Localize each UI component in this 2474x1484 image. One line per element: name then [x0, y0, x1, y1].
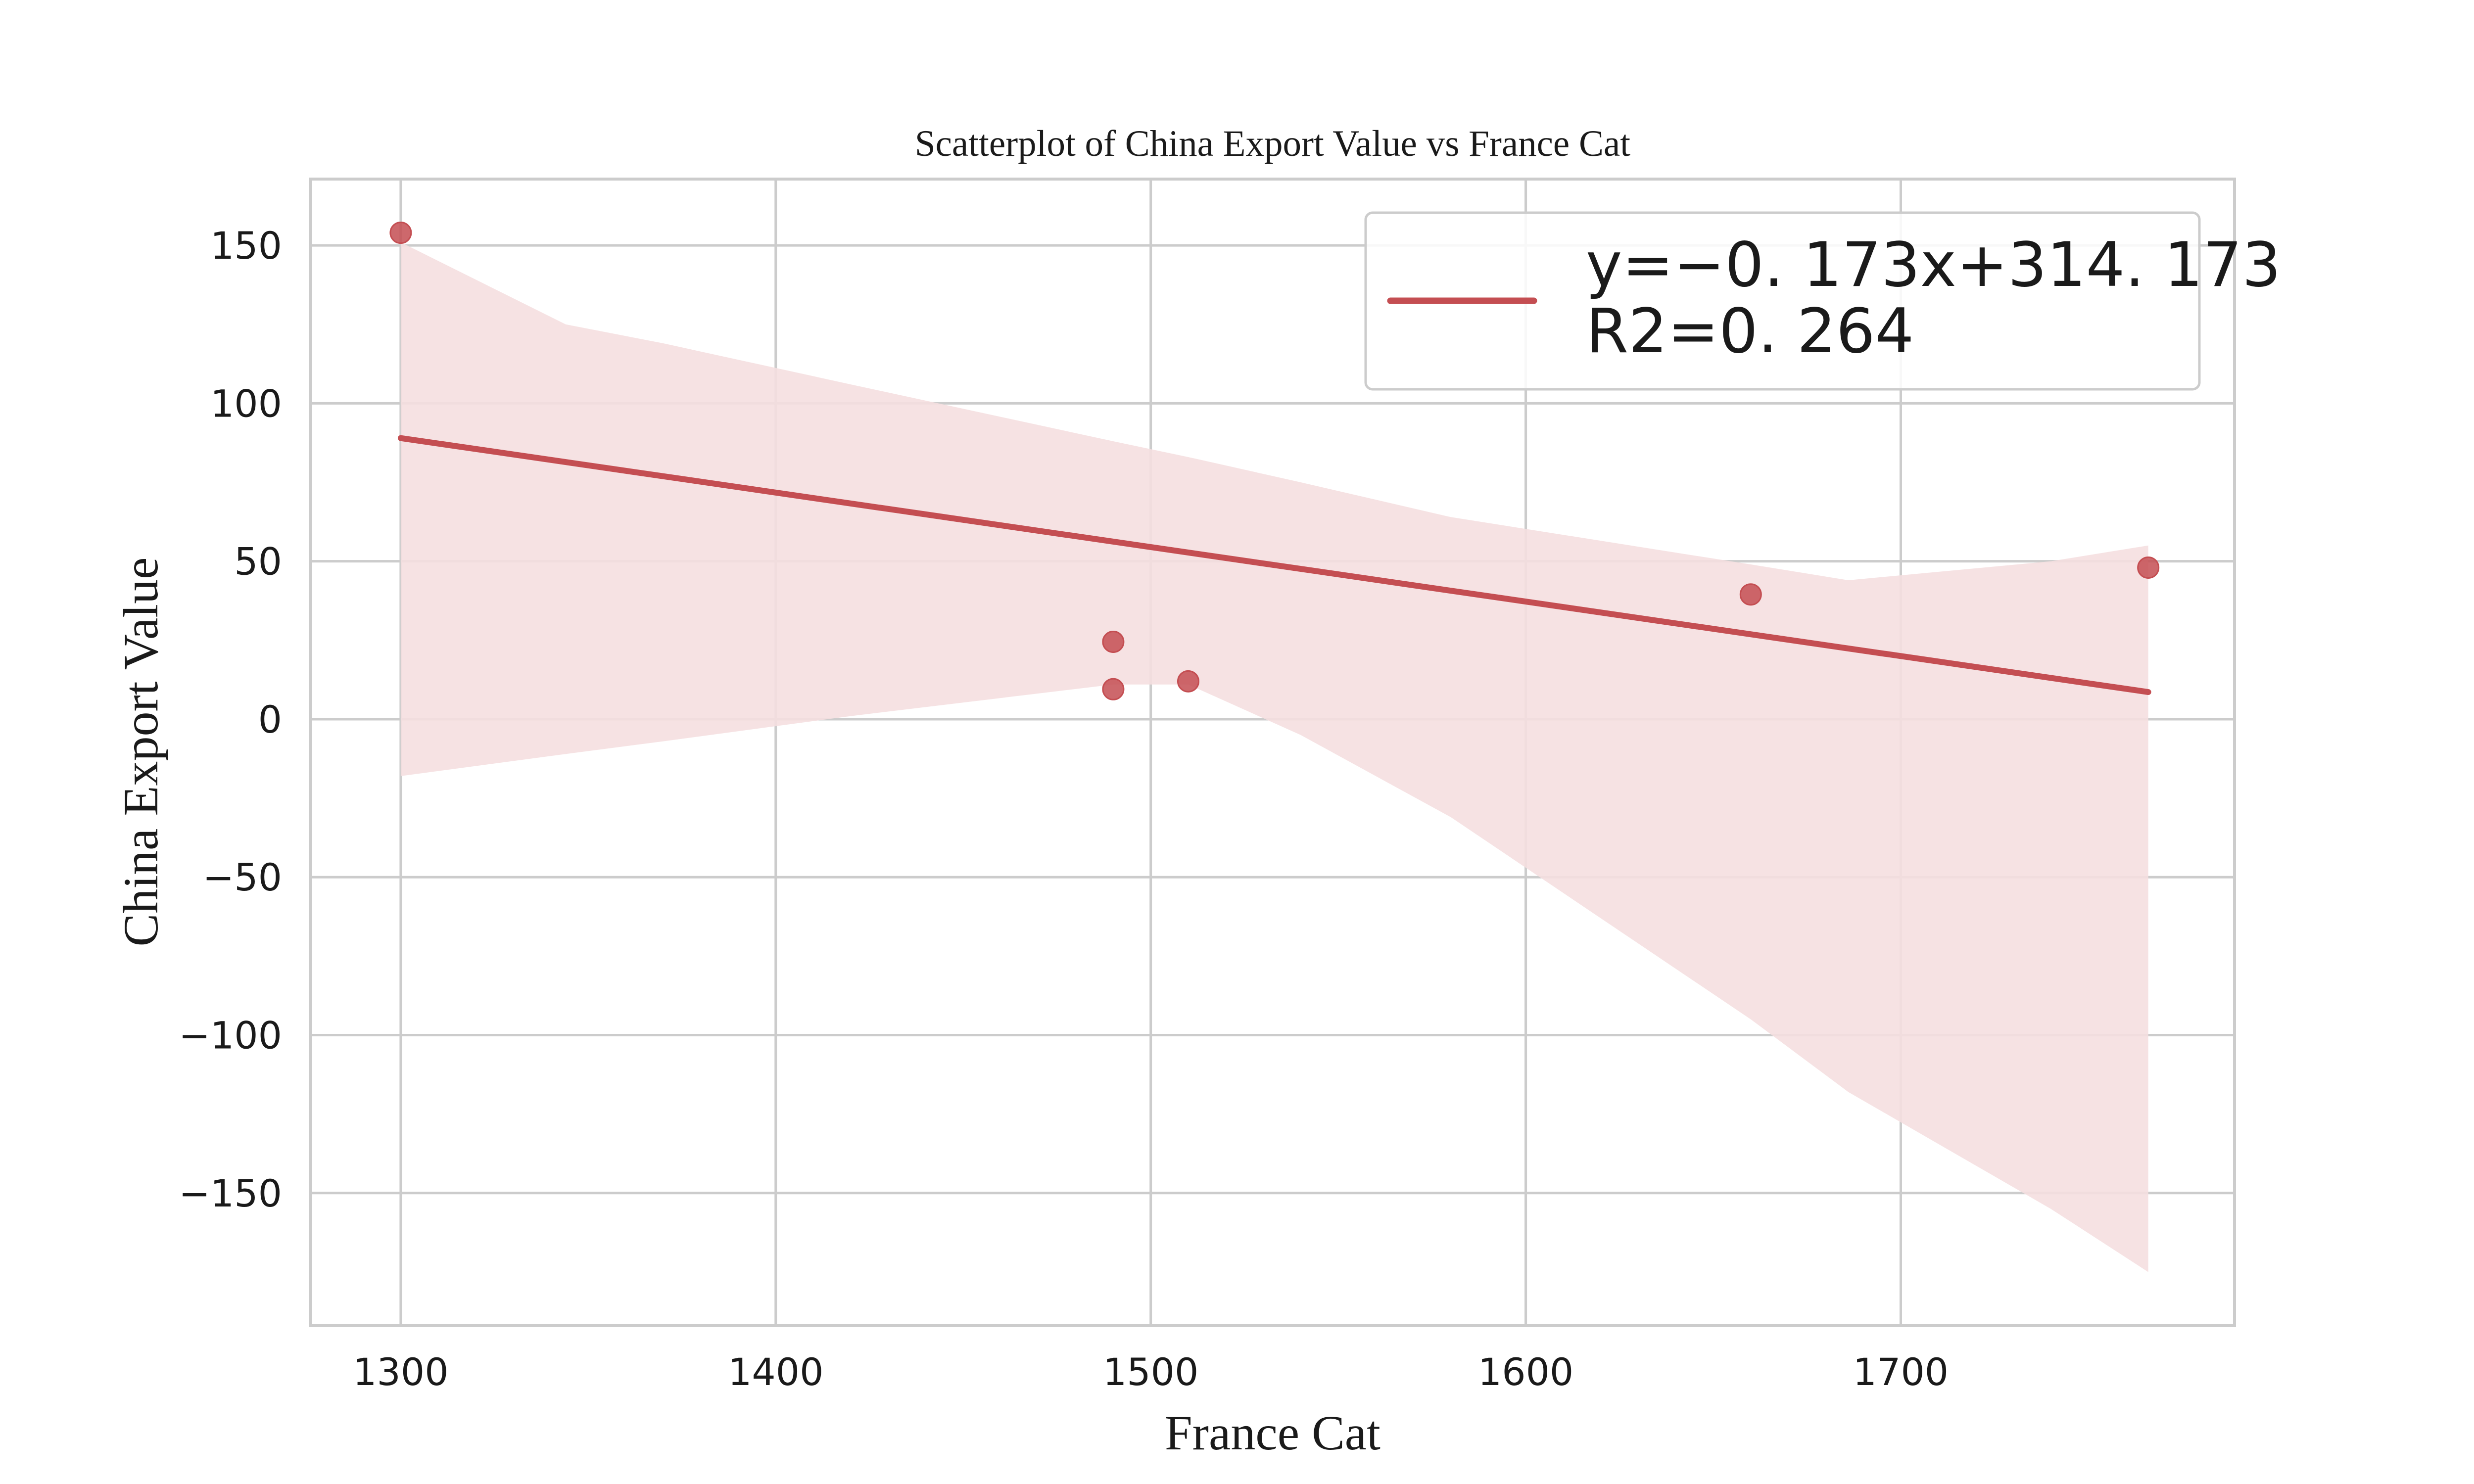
- scatter-point: [1739, 583, 1762, 606]
- x-tick-label: 1600: [1478, 1350, 1573, 1394]
- scatter-point: [389, 222, 412, 244]
- x-tick-label: 1400: [728, 1350, 823, 1394]
- y-tick-label: −50: [203, 855, 282, 899]
- scatter-points-layer: [389, 222, 2160, 700]
- scatter-point: [1102, 678, 1125, 700]
- legend-r-squared: R2=0. 264: [1586, 296, 1914, 367]
- x-tick-label: 1300: [353, 1350, 448, 1394]
- y-axis-label: China Export Value: [113, 557, 168, 947]
- x-tick-label: 1700: [1853, 1350, 1949, 1394]
- y-tick-label: −150: [179, 1171, 282, 1215]
- legend-box: [1364, 211, 2201, 391]
- y-tick-label: −100: [179, 1014, 282, 1058]
- tick-labels: 1300 1400 1500 1600 1700 150 100 50 0 −50 −100 −150: [179, 224, 1949, 1394]
- y-tick-label: 0: [258, 697, 282, 742]
- chart-title: Scatterplot of China Export Value vs Fra…: [915, 123, 1630, 164]
- scatter-point: [2137, 556, 2160, 579]
- y-tick-label: 150: [210, 224, 282, 268]
- regression-line-layer: [397, 435, 2151, 696]
- y-tick-label: 100: [210, 381, 282, 425]
- plot-frame: [309, 178, 2236, 1327]
- scatter-point: [1177, 670, 1199, 693]
- regression-line: [397, 435, 2151, 696]
- scatter-point: [1102, 631, 1125, 653]
- x-axis-label: France Cat: [1165, 1405, 1380, 1460]
- legend-equation: y=−0. 173x+314. 173: [1586, 230, 2281, 301]
- legend: y=−0. 173x+314. 173 R2=0. 264: [1364, 211, 2281, 391]
- x-tick-label: 1500: [1103, 1350, 1198, 1394]
- y-tick-label: 50: [234, 540, 282, 584]
